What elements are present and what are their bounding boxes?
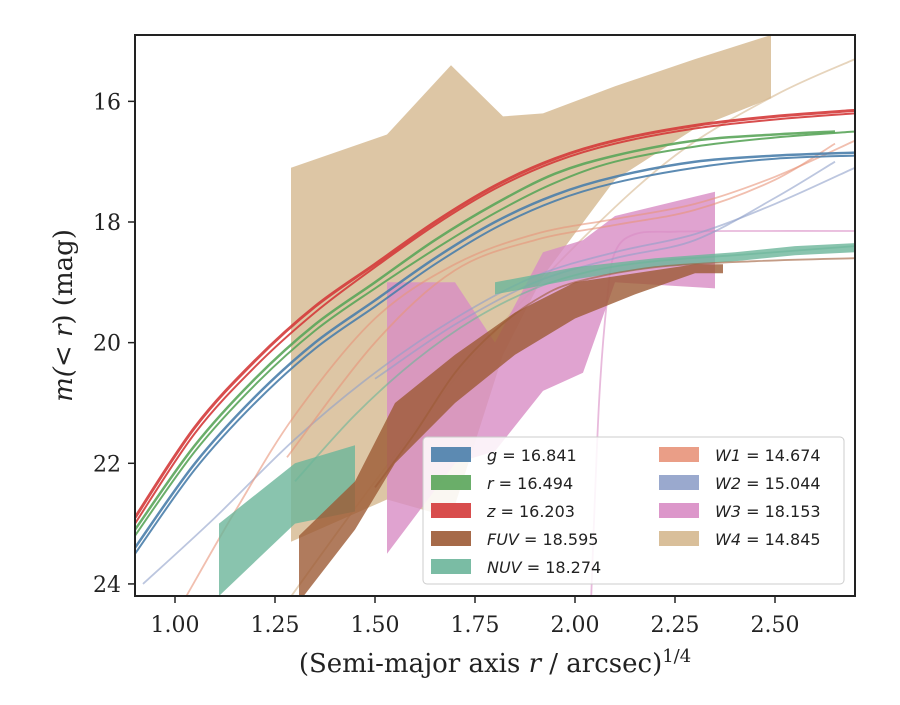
legend-series-name: W3 [715,502,741,521]
legend-item-g: g = 16.841 [431,446,577,465]
x-tick-label: 2.50 [751,613,800,638]
legend-label: W3 = 18.153 [715,502,821,521]
legend-swatch [659,447,699,462]
x-tick-label: 1.00 [151,613,200,638]
ticks-layer: 1.00 1.25 1.50 1.75 2.00 2.25 2.50 16 18 20 22 24 [93,90,799,638]
legend-series-value: = 15.044 [741,474,821,493]
series-nuv-band [219,445,355,596]
legend-item-w3: W3 = 18.153 [659,502,821,521]
x-axis-label: (Semi-major axis r / arcsec)1/4 [299,646,691,680]
series-z-curve-0 [135,108,855,519]
x-tick-label: 1.50 [351,613,400,638]
series-nuv-band2 [495,243,855,295]
legend-item-w4: W4 = 14.845 [659,530,821,549]
series-g [135,151,855,555]
y-axis-label-prefix: m( [49,366,79,402]
series-z [135,108,855,525]
x-tick-label: 1.25 [251,613,300,638]
x-tick-label: 2.25 [651,613,700,638]
legend-series-value: = 18.274 [522,558,602,577]
legend-swatch [431,503,471,518]
legend-swatch [431,475,471,490]
legend-series-name: W4 [715,530,741,549]
series-w3-curve-0 [590,230,855,596]
series-r-curve-1 [135,130,855,537]
y-tick-label: 22 [93,452,121,477]
legend-label: z = 16.203 [486,502,575,521]
legend-series-name: W2 [715,474,741,493]
series-g-curve-1 [135,154,855,555]
series-nuv-curve-0 [294,245,855,483]
series-w2-curve-1 [374,160,836,380]
legend-series-value: = 16.841 [497,446,577,465]
series-nuv [219,243,855,596]
series-r-curve-0 [135,130,836,531]
legend-series-name: FUV [487,530,520,549]
legend-label: FUV = 18.595 [487,530,598,549]
legend-series-name: r [487,474,495,493]
legend-label: r = 16.494 [487,474,573,493]
legend-series-value: = 18.153 [741,502,821,521]
legend-series-value: = 14.845 [741,530,821,549]
y-axis-label: m(< r) (mag) [49,229,79,402]
legend-series-value: = 16.203 [495,502,575,521]
legend-item-w1: W1 = 14.674 [659,446,821,465]
legend-swatch [431,447,471,462]
legend-label: W4 = 14.845 [715,530,821,549]
series-g-curve-0 [135,151,855,549]
legend-series-name: NUV [487,558,523,577]
y-axis-label-suffix: ) (mag) [49,229,79,325]
legend-series-value: = 18.595 [519,530,599,549]
legend-series-name: W1 [715,446,741,465]
y-tick-label: 20 [93,332,121,357]
y-tick-label: 16 [93,90,121,115]
legend-swatch [431,531,471,546]
x-tick-label: 1.75 [451,613,500,638]
series-fuv [299,257,855,596]
plot-frame [134,34,856,597]
legend-swatch [431,559,471,574]
y-axis-label-var: < r [49,323,79,367]
x-axis-label-rest: / arcsec) [541,649,662,679]
legend-label: W1 = 14.674 [715,446,821,465]
series-w1 [185,139,855,596]
series-w1-curve-0 [185,139,855,596]
legend-item-nuv: NUV = 18.274 [431,558,601,577]
legend-series-name: z [486,502,496,521]
x-tick-label: 2.00 [551,613,600,638]
series-layer [135,35,855,596]
legend-box [422,436,845,585]
legend-label: g = 16.841 [487,446,577,465]
x-axis-label-var: r [529,649,543,679]
series-w1-curve-1 [286,142,836,458]
series-r [135,130,855,537]
legend-item-w2: W2 = 15.044 [659,474,821,493]
y-tick-label: 24 [93,573,121,598]
series-fuv-band [299,264,723,596]
legend-label: W2 = 15.044 [715,474,821,493]
x-axis-label-main: (Semi-major axis [299,649,529,679]
legend-label: NUV = 18.274 [487,558,601,577]
legend-item-z: z = 16.203 [431,502,575,521]
legend-swatch [659,475,699,490]
series-fuv-curve-0 [374,257,855,488]
legend-series-name: g [487,446,497,465]
legend-swatch [659,531,699,546]
y-tick-label: 18 [93,211,121,236]
legend-series-value: = 14.674 [741,446,821,465]
x-axis-label-exponent: 1/4 [662,646,691,667]
legend-swatch [659,503,699,518]
series-z-curve-1 [135,112,855,525]
legend-item-fuv: FUV = 18.595 [431,530,598,549]
legend-item-r: r = 16.494 [431,474,573,493]
legend-series-value: = 16.494 [494,474,574,493]
